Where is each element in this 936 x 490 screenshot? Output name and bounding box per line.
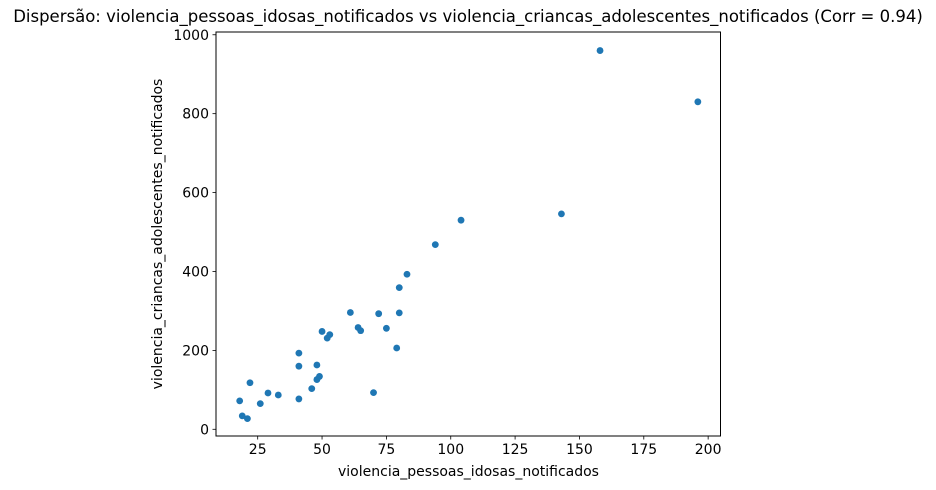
data-point — [264, 389, 272, 397]
y-tick-label: 0 — [200, 422, 209, 438]
data-point — [246, 379, 254, 387]
data-point — [244, 415, 251, 423]
x-tick-label: 175 — [630, 442, 657, 458]
data-point — [457, 216, 465, 224]
data-point — [238, 412, 246, 420]
data-point — [316, 373, 323, 380]
x-tick-label: 25 — [249, 442, 267, 458]
x-tick-label: 100 — [437, 442, 464, 458]
x-tick-label: 75 — [377, 442, 395, 458]
data-point — [326, 331, 334, 339]
data-point — [403, 270, 411, 278]
plot-border — [215, 31, 721, 437]
data-point — [295, 395, 303, 403]
data-point — [236, 397, 244, 405]
x-axis-label: violencia_pessoas_idosas_notificados — [338, 464, 599, 480]
data-point — [346, 309, 354, 316]
data-point — [295, 349, 303, 357]
data-point — [295, 362, 303, 370]
data-point — [308, 385, 316, 393]
y-tick-label: 400 — [182, 264, 209, 280]
y-tick-label: 600 — [182, 186, 209, 202]
data-point — [395, 284, 403, 292]
data-point — [274, 391, 282, 399]
data-point — [256, 400, 264, 408]
data-point — [313, 361, 321, 369]
chart-title: Dispersão: violencia_pessoas_idosas_noti… — [13, 7, 923, 26]
data-point — [357, 327, 365, 335]
data-point — [393, 344, 401, 352]
x-tick-label: 50 — [313, 442, 331, 458]
data-point — [694, 98, 702, 106]
y-tick-label: 1000 — [173, 28, 209, 44]
data-point — [382, 324, 390, 332]
x-tick-label: 150 — [566, 442, 593, 458]
y-tick-label: 800 — [182, 107, 209, 123]
y-tick-label: 200 — [182, 343, 209, 359]
x-tick-label: 125 — [502, 442, 529, 458]
data-point — [370, 389, 377, 397]
data-point — [558, 210, 565, 218]
x-tick-label: 200 — [695, 442, 722, 458]
data-point — [395, 309, 403, 317]
data-point — [375, 310, 383, 318]
data-point — [318, 328, 326, 335]
data-point — [431, 241, 439, 249]
data-point — [596, 47, 604, 54]
